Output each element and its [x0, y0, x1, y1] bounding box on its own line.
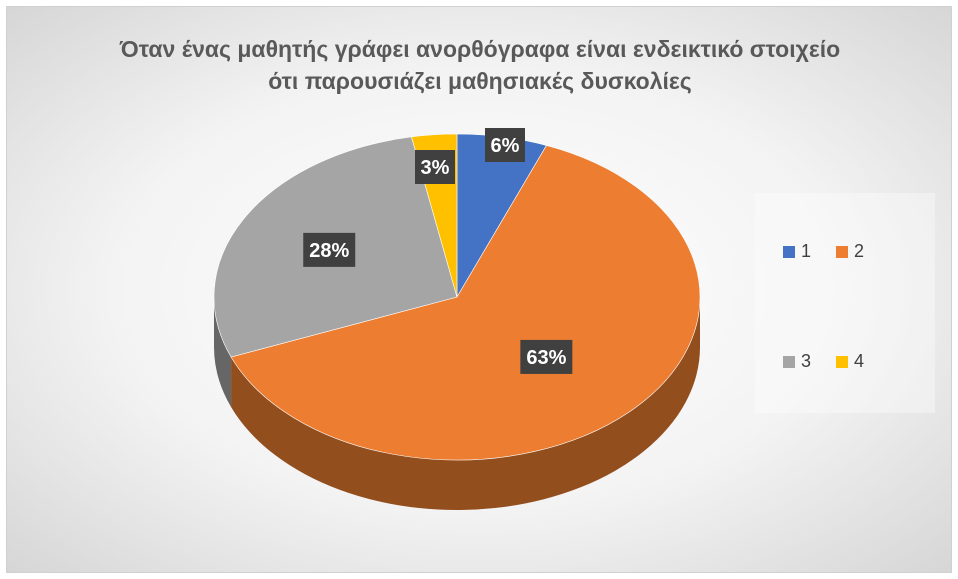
legend-swatch-1: [783, 245, 795, 258]
legend-label-4: 4: [854, 351, 865, 371]
legend: 1 2 3 4: [755, 193, 935, 413]
legend-label-1: 1: [801, 241, 812, 261]
pie-chart: 6% 63% 28% 3%: [213, 128, 701, 510]
pie-slice-side-2: [231, 297, 700, 510]
legend-label-2: 2: [854, 241, 865, 261]
pie-slice-2: [230, 145, 701, 461]
legend-item-3: 3: [783, 351, 811, 372]
legend-item-2: 2: [836, 241, 864, 262]
data-label-3: 28%: [309, 240, 349, 262]
data-label-box-4: [415, 150, 455, 184]
legend-swatch-2: [836, 245, 848, 258]
legend-item-4: 4: [836, 351, 864, 372]
legend-label-3: 3: [801, 351, 812, 371]
chart-title: Όταν ένας μαθητής γράφει ανορθόγραφα είν…: [119, 36, 841, 94]
pie-slice-side-3: [214, 297, 232, 408]
data-label-2: 63%: [526, 347, 566, 369]
data-label-1: 6%: [491, 135, 520, 157]
data-label-box-1: [485, 128, 525, 162]
legend-item-1: 1: [783, 241, 811, 262]
legend-swatch-3: [783, 355, 795, 368]
data-label-box-2: [520, 339, 573, 374]
chart-area: Όταν ένας μαθητής γράφει ανορθόγραφα είν…: [6, 6, 952, 573]
data-label-4: 3%: [421, 157, 450, 179]
legend-swatch-4: [836, 355, 848, 368]
data-label-box-3: [303, 232, 356, 267]
